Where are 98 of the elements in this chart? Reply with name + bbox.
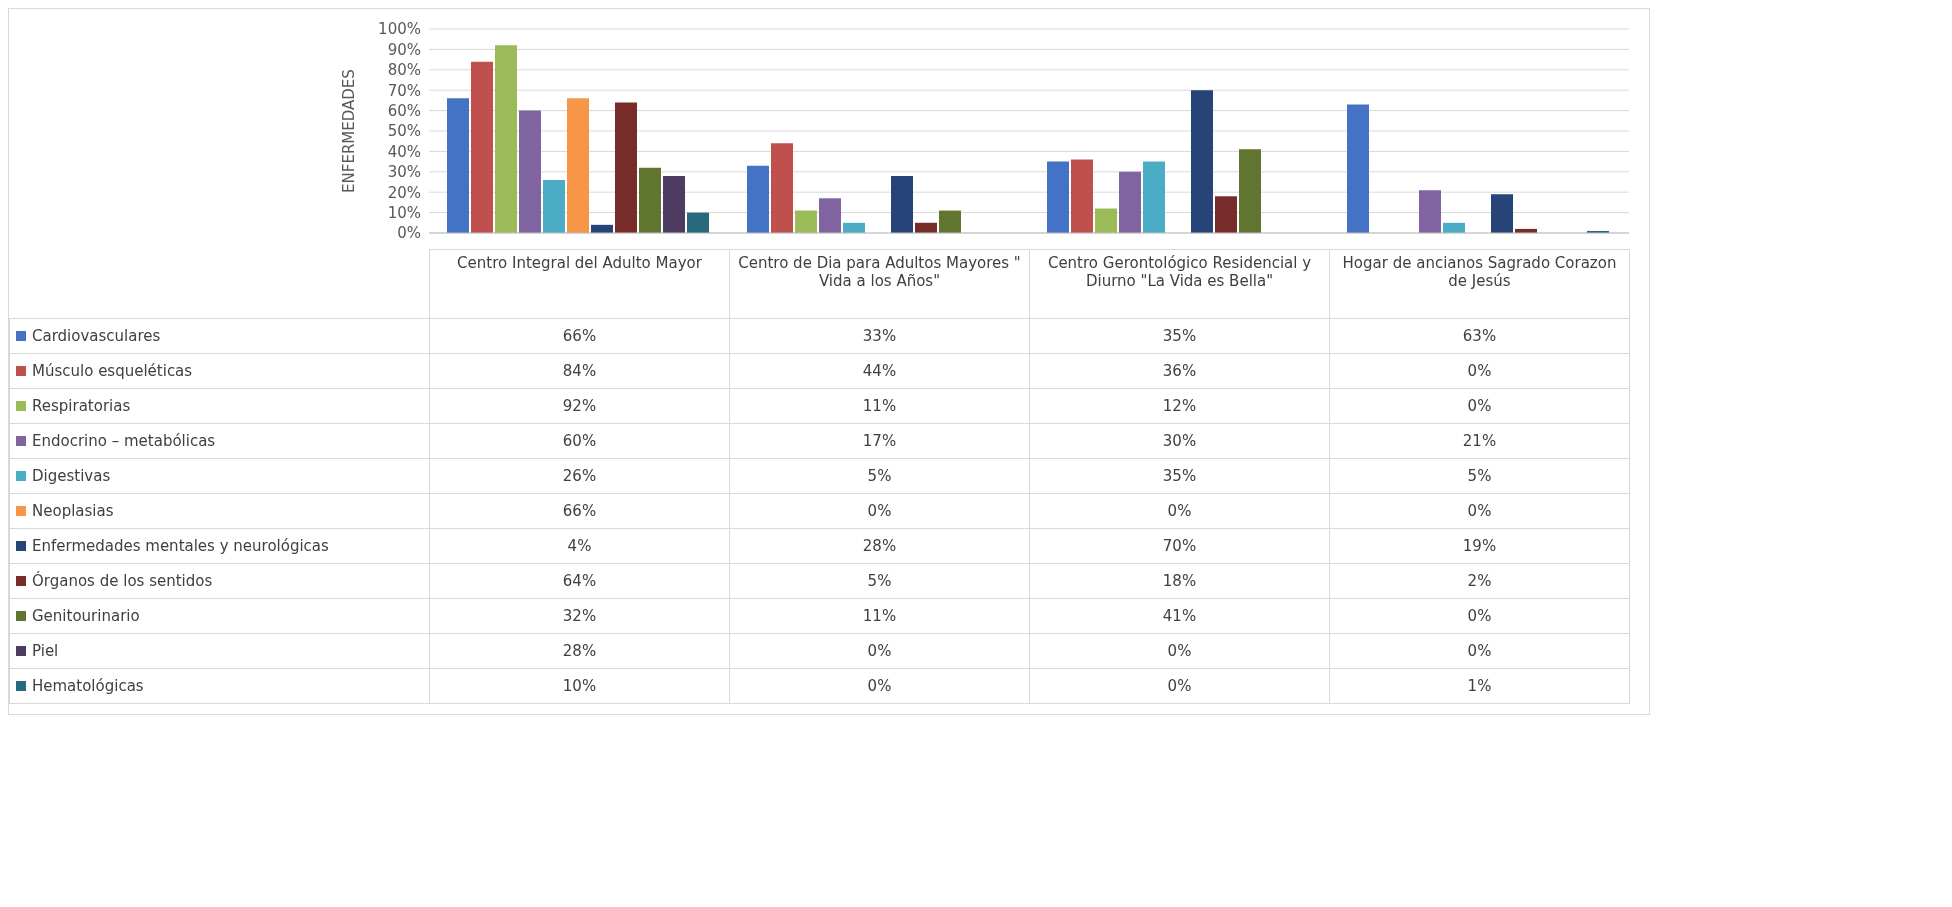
bar	[687, 212, 709, 233]
bar	[1239, 149, 1261, 233]
data-label: 0%	[1329, 633, 1630, 669]
data-label: 66%	[429, 493, 730, 529]
y-tick-label: 90%	[387, 40, 421, 59]
data-label: 19%	[1329, 528, 1630, 564]
legend-label: Neoplasias	[32, 502, 114, 520]
data-label: 84%	[429, 353, 730, 389]
legend-label: Hematológicas	[32, 677, 144, 695]
legend-label: Órganos de los sentidos	[32, 572, 213, 590]
data-label: 30%	[1029, 423, 1330, 459]
bar	[1491, 194, 1513, 233]
data-label: 0%	[1029, 668, 1330, 704]
data-label: 64%	[429, 563, 730, 599]
data-label: 5%	[729, 563, 1030, 599]
data-label: 63%	[1329, 318, 1630, 354]
data-label: 11%	[729, 388, 1030, 424]
data-label: 35%	[1029, 318, 1330, 354]
bar	[1047, 161, 1069, 233]
legend-label: Músculo esqueléticas	[32, 362, 193, 380]
bar	[495, 45, 517, 233]
bar	[891, 175, 913, 233]
data-label: 11%	[729, 598, 1030, 634]
bar	[543, 179, 565, 233]
bar	[1071, 159, 1093, 233]
data-label: 60%	[429, 423, 730, 459]
data-label: 70%	[1029, 528, 1330, 564]
data-label: 0%	[1029, 633, 1330, 669]
data-label: 12%	[1029, 388, 1330, 424]
bar	[663, 175, 685, 233]
y-tick-label: 80%	[387, 61, 421, 80]
bar	[771, 143, 793, 233]
data-label: 0%	[1329, 353, 1630, 389]
y-tick-label: 30%	[387, 163, 421, 182]
bar	[819, 198, 841, 233]
y-tick-label: 70%	[387, 81, 421, 100]
x-tick-label: Centro Gerontológico Residencial y Diurno "La Vida es Bella"	[1029, 249, 1330, 319]
data-label: 92%	[429, 388, 730, 424]
bar	[747, 165, 769, 233]
bar	[639, 167, 661, 233]
y-tick-label: 50%	[387, 122, 421, 141]
data-label: 33%	[729, 318, 1030, 354]
data-label: 1%	[1329, 668, 1630, 704]
data-label: 10%	[429, 668, 730, 704]
legend-label: Enfermedades mentales y neurológicas	[32, 537, 329, 555]
bar	[567, 98, 589, 233]
bar	[447, 98, 469, 233]
data-label: 4%	[429, 528, 730, 564]
data-label: 5%	[729, 458, 1030, 494]
data-label: 36%	[1029, 353, 1330, 389]
bar	[1419, 190, 1441, 233]
data-label: 32%	[429, 598, 730, 634]
x-tick-label: Hogar de ancianos Sagrado Corazon de Jesús	[1329, 249, 1630, 319]
y-tick-label: 10%	[387, 203, 421, 222]
y-axis-title: ENFERMEDADES	[340, 69, 359, 193]
bar	[1143, 161, 1165, 233]
bar	[471, 61, 493, 233]
data-label: 0%	[1329, 388, 1630, 424]
data-label: 26%	[429, 458, 730, 494]
data-label: 5%	[1329, 458, 1630, 494]
bar	[939, 210, 961, 233]
data-label: 17%	[729, 423, 1030, 459]
bar	[615, 102, 637, 233]
legend-label: Piel	[32, 642, 59, 660]
data-label: 0%	[729, 493, 1030, 529]
legend-label: Endocrino – metabólicas	[32, 432, 216, 450]
bar	[519, 110, 541, 233]
y-tick-label: 0%	[397, 224, 421, 243]
bar	[795, 210, 817, 233]
bar	[1119, 171, 1141, 233]
x-tick-label: Centro Integral del Adulto Mayor	[429, 249, 730, 319]
legend-label: Digestivas	[32, 467, 111, 485]
legend-label: Genitourinario	[32, 607, 140, 625]
data-label: 0%	[1029, 493, 1330, 529]
bar	[1191, 90, 1213, 233]
data-label: 0%	[1329, 493, 1630, 529]
y-tick-label: 40%	[387, 142, 421, 161]
data-label: 44%	[729, 353, 1030, 389]
data-label: 0%	[729, 633, 1030, 669]
data-label: 0%	[729, 668, 1030, 704]
y-tick-label: 60%	[387, 101, 421, 120]
data-label: 21%	[1329, 423, 1630, 459]
data-label: 41%	[1029, 598, 1330, 634]
bar	[1347, 104, 1369, 233]
bar	[1215, 196, 1237, 233]
data-label: 28%	[429, 633, 730, 669]
data-label: 0%	[1329, 598, 1630, 634]
legend-label: Cardiovasculares	[32, 327, 161, 345]
bar	[1095, 208, 1117, 233]
data-label: 66%	[429, 318, 730, 354]
y-tick-label: 20%	[387, 183, 421, 202]
data-label: 2%	[1329, 563, 1630, 599]
data-label: 35%	[1029, 458, 1330, 494]
y-tick-label: 100%	[378, 20, 421, 39]
data-label: 18%	[1029, 563, 1330, 599]
x-tick-label: Centro de Dia para Adultos Mayores " Vida a los Años"	[729, 249, 1030, 319]
data-label: 28%	[729, 528, 1030, 564]
legend-label: Respiratorias	[32, 397, 131, 415]
